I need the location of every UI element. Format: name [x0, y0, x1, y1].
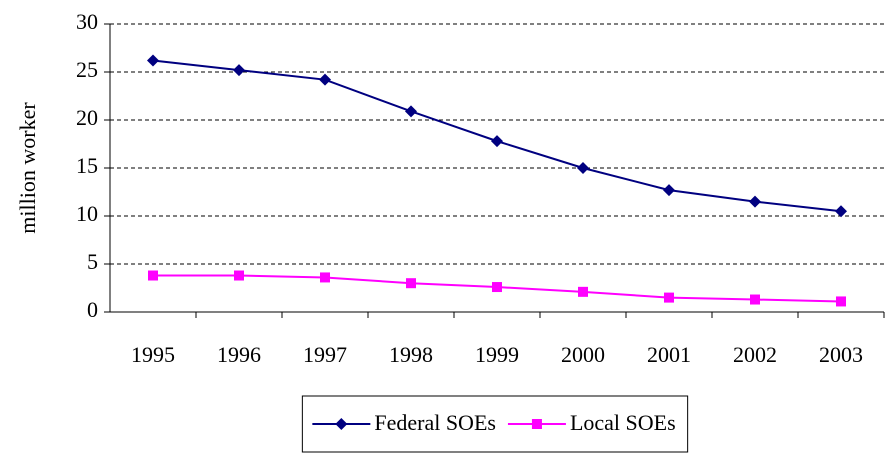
marker — [335, 418, 348, 430]
x-tick-label: 2001 — [647, 342, 691, 367]
y-axis-label: million worker — [15, 102, 40, 234]
marker — [664, 292, 674, 303]
x-tick-label: 1997 — [303, 342, 347, 367]
marker — [492, 282, 502, 293]
marker — [749, 195, 761, 208]
marker — [148, 270, 158, 281]
y-tick-label: 15 — [76, 153, 98, 178]
y-tick-label: 10 — [76, 201, 98, 226]
marker — [531, 419, 542, 429]
marker — [406, 278, 416, 289]
marker — [234, 270, 244, 281]
marker — [491, 135, 503, 148]
y-tick-label: 0 — [87, 297, 98, 322]
marker — [147, 54, 159, 67]
x-tick-label: 1999 — [475, 342, 519, 367]
x-tick-label: 1995 — [131, 342, 175, 367]
x-tick-label: 1998 — [389, 342, 433, 367]
marker — [577, 162, 589, 174]
x-tick-label: 2000 — [561, 342, 605, 367]
y-tick-label: 25 — [76, 57, 98, 82]
y-tick-label: 20 — [76, 105, 98, 130]
legend-label: Local SOEs — [570, 410, 676, 435]
marker — [405, 105, 417, 118]
marker — [836, 296, 846, 307]
marker — [750, 294, 760, 305]
x-tick-label: 2002 — [733, 342, 777, 367]
marker — [320, 272, 330, 283]
x-tick-label: 2003 — [819, 342, 863, 367]
marker — [319, 73, 331, 86]
marker — [663, 184, 675, 197]
marker — [835, 205, 847, 218]
legend-label: Federal SOEs — [374, 410, 496, 435]
x-tick-label: 1996 — [217, 342, 261, 367]
marker — [578, 286, 588, 297]
marker — [233, 64, 245, 77]
y-tick-label: 30 — [76, 9, 98, 34]
y-tick-label: 5 — [87, 249, 98, 274]
